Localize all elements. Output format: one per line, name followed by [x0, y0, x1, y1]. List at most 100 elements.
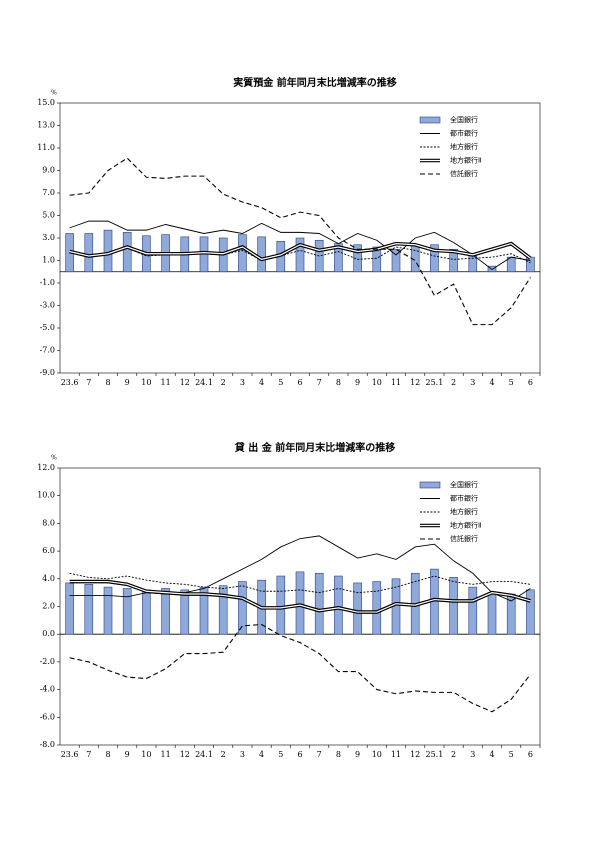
bar	[142, 589, 151, 635]
bar	[295, 571, 305, 635]
x-tick-label: 11	[161, 378, 171, 387]
bar	[84, 233, 94, 273]
legend-label: 地方銀行Ⅱ	[450, 156, 481, 165]
x-tick-label: 5	[509, 750, 514, 759]
x-tick-label: 7	[86, 750, 91, 759]
x-tick-label: 23.6	[61, 750, 79, 759]
line-series	[69, 157, 531, 326]
bar	[468, 586, 478, 635]
legend-label: 信託銀行	[450, 169, 478, 178]
x-tick-label: 2	[451, 378, 456, 387]
x-tick-label: 10	[372, 378, 382, 387]
legend-label: 都市銀行	[450, 494, 478, 503]
bar	[314, 572, 324, 635]
bar	[353, 244, 362, 273]
bar	[84, 584, 94, 635]
x-tick-label: 9	[125, 750, 130, 759]
x-tick-label: 24.1	[195, 378, 213, 387]
x-tick-label: 10	[141, 378, 151, 387]
x-tick-label: 4	[259, 378, 264, 387]
y-unit: %	[51, 455, 57, 462]
y-tick-label: 12.0	[37, 463, 55, 472]
x-tick-label: 12	[410, 378, 420, 387]
y-unit: %	[51, 90, 57, 97]
x-tick-label: 8	[105, 378, 110, 387]
legend-label: 信託銀行	[450, 534, 478, 543]
legend-label: 地方銀行	[450, 142, 478, 151]
x-tick-label: 4	[489, 378, 494, 387]
x-tick-label: 5	[278, 750, 283, 759]
y-tick-label: -4.0	[40, 685, 55, 694]
x-tick-label: 2	[221, 378, 226, 387]
x-tick-label: 9	[355, 378, 360, 387]
y-tick-label: 5.0	[42, 211, 55, 220]
x-tick-label: 5	[509, 378, 514, 387]
bar	[353, 582, 362, 635]
x-tick-label: 5	[278, 378, 283, 387]
y-tick-label: 9.0	[42, 166, 55, 175]
chart-title: 実質預金 前年同月末比増減率の推移	[233, 76, 396, 89]
y-tick-label: 10.0	[37, 491, 55, 500]
legend-label: 全国銀行	[450, 480, 478, 489]
x-tick-label: 3	[240, 750, 245, 759]
legend-label: 地方銀行	[450, 507, 478, 516]
line-series	[69, 220, 531, 271]
x-tick-label: 11	[391, 378, 401, 387]
x-tick-label: 4	[259, 750, 264, 759]
x-tick-label: 24.1	[195, 750, 213, 759]
y-tick-label: -9.0	[40, 368, 55, 377]
bar	[180, 589, 190, 635]
y-tick-label: -5.0	[40, 323, 55, 332]
x-tick-label: 6	[297, 378, 302, 387]
legend-label: 都市銀行	[450, 129, 478, 138]
x-tick-label: 7	[317, 378, 322, 387]
line-series-inner	[69, 580, 531, 613]
legend-label: 地方銀行Ⅱ	[450, 521, 481, 530]
bar	[526, 589, 535, 635]
bar	[238, 581, 247, 635]
bar	[65, 582, 74, 635]
bar	[391, 248, 401, 273]
bar	[122, 588, 132, 635]
x-tick-label: 9	[125, 378, 130, 387]
y-tick-label: -3.0	[40, 301, 55, 310]
legend-swatch	[419, 481, 441, 489]
bar	[257, 236, 266, 273]
bar	[526, 256, 535, 273]
x-tick-label: 7	[86, 378, 91, 387]
line-series	[69, 623, 531, 713]
bar	[334, 575, 343, 635]
y-tick-label: 13.0	[37, 121, 55, 130]
y-tick-label: 8.0	[42, 518, 55, 527]
bar	[430, 244, 439, 273]
bar	[199, 586, 209, 635]
y-tick-label: 11.0	[37, 143, 55, 152]
x-tick-label: 4	[489, 750, 494, 759]
x-tick-label: 12	[410, 750, 420, 759]
x-tick-label: 11	[161, 750, 171, 759]
x-tick-label: 6	[528, 750, 533, 759]
y-tick-label: 2.0	[42, 602, 55, 611]
y-tick-label: 6.0	[42, 546, 55, 555]
x-tick-label: 2	[221, 750, 226, 759]
y-tick-label: 0.0	[42, 629, 55, 638]
legend-swatch	[419, 116, 441, 124]
x-tick-label: 11	[391, 750, 401, 759]
legend-label: 全国銀行	[450, 115, 478, 124]
y-tick-label: 1.0	[42, 256, 55, 265]
x-tick-label: 10	[372, 750, 382, 759]
x-tick-label: 6	[297, 750, 302, 759]
x-tick-label: 10	[141, 750, 151, 759]
bar	[295, 237, 305, 273]
y-tick-label: 3.0	[42, 233, 55, 242]
y-tick-label: -6.0	[40, 712, 55, 721]
bar	[372, 246, 382, 273]
chart-title: 貸 出 金 前年同月末比増減率の推移	[234, 441, 395, 454]
x-tick-label: 6	[528, 378, 533, 387]
bar	[449, 248, 458, 273]
bar	[372, 581, 382, 635]
bar	[276, 575, 286, 635]
x-tick-label: 12	[180, 378, 190, 387]
bar	[103, 586, 113, 635]
